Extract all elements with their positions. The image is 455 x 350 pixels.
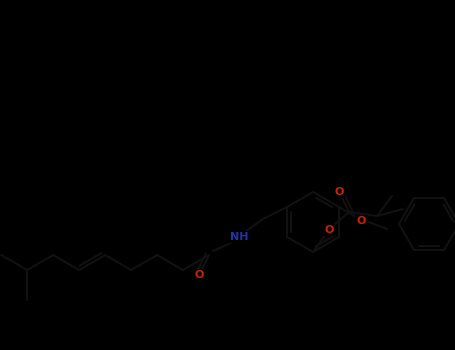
Text: O: O [334, 187, 344, 197]
Text: O: O [194, 270, 204, 280]
Text: O: O [356, 216, 366, 226]
Text: NH: NH [230, 232, 248, 242]
Text: O: O [324, 225, 334, 235]
